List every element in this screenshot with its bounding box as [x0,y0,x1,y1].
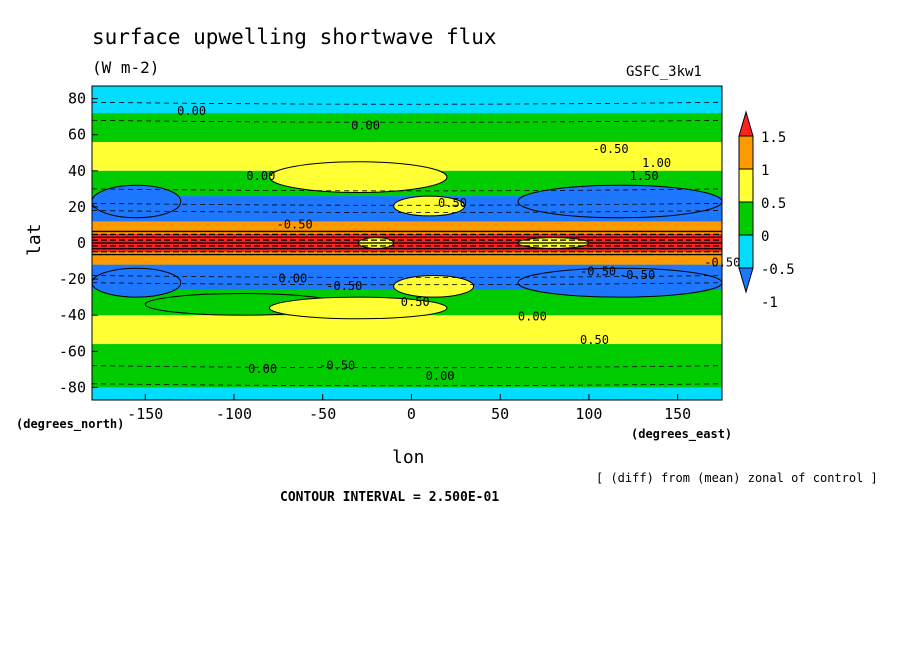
y-tick-label: 80 [68,90,86,108]
diff-note: [ (diff) from (mean) zonal of control ] [596,471,878,485]
contour-label: -0.50 [580,264,616,278]
colorbar-label: 1 [761,163,769,179]
x-tick-label: 100 [575,405,602,423]
contour-interval: CONTOUR INTERVAL = 2.500E-01 [280,490,499,505]
heatmap-patch-2 [393,274,475,298]
axis-ticks: -150 -100 -50 0 50 100 150 -80 -60 -40 -20 0 20 40 60 8… [59,90,691,423]
chart-title: surface upwelling shortwave flux [92,25,497,49]
y-tick-label: 0 [77,234,86,252]
colorbar-arrow-top [738,110,754,137]
contour-label: 0.00 [351,118,380,132]
contour-label: 0.50 [401,295,430,309]
x-tick-label: 150 [664,405,691,423]
heatmap-band-12 [92,86,722,114]
contour-label: 0.50 [438,196,467,210]
colorbar-box [738,168,754,203]
contour-dashed-line [91,101,723,105]
x-tick-label: 0 [407,405,416,423]
x-tick-label: 50 [491,405,509,423]
negative-contours [91,101,723,387]
x-tick-label: -50 [309,405,336,423]
contour-label: 0.00 [278,272,307,286]
model-label: GSFC_3kw1 [626,64,702,80]
contour-dashed-line [91,275,723,278]
contour-dashed-line [91,282,723,286]
heatmap-band-11 [92,113,722,142]
y-axis-label: lat [24,223,45,256]
contour-dashed-line [91,202,723,206]
contour-labels: 0.000.000.00-0.501.001.500.50-0.50-0.500… [177,104,740,383]
equatorial-contours [92,230,722,256]
plot-area: 0.000.000.00-0.501.001.500.50-0.50-0.500… [59,85,740,423]
colorbar-label: -0.5 [761,262,795,278]
contour-dashed-line [91,188,723,192]
colorbar-box [738,135,754,170]
colorbar-label: 0.5 [761,196,786,212]
contour-label: -0.50 [592,142,628,156]
x-tick-label: -150 [127,405,163,423]
y-tick-label: 60 [68,126,86,144]
y-units-label: (degrees_north) [16,417,124,432]
contour-dashed-line [91,210,723,213]
heatmap-patch-8 [91,184,182,219]
chart-units: (W m-2) [92,58,159,77]
colorbar: 1.5 1 0.5 0 -0.5 -1 [738,110,795,311]
contour-label: 0.00 [518,310,547,324]
y-tick-label: -40 [59,306,86,324]
contour-label: -0.50 [277,218,313,232]
contour-label: -0.50 [319,358,355,372]
contour-label: 0.00 [246,169,275,183]
contour-label: -0.50 [326,279,362,293]
heatmap-band-2 [92,315,722,345]
contour-label: 1.00 [642,156,671,170]
colorbar-label: -1 [761,295,778,311]
colorbar-box [738,201,754,236]
y-tick-label: -80 [59,378,86,396]
x-tick-label: -100 [216,405,252,423]
contour-label: 0.00 [177,104,206,118]
colorbar-box [738,234,754,269]
y-tick-label: -60 [59,342,86,360]
heatmap-band-1 [92,344,722,388]
contour-dashed-line [91,119,723,123]
contour-label: -0.50 [619,268,655,282]
heatmap-patch-4 [393,195,466,217]
contour-label: 1.50 [630,169,659,183]
heatmap-patch-1 [268,296,448,320]
x-axis-label: lon [392,447,425,468]
heatmap-patch-6 [517,184,723,219]
colorbar-label: 1.5 [761,130,786,146]
y-tick-label: -20 [59,270,86,288]
y-tick-label: 40 [68,162,86,180]
colorbar-arrow-bottom [738,267,754,294]
contour-label: 0.00 [248,362,277,376]
heatmap-patch-3 [268,161,448,193]
x-units-label: (degrees_east) [631,427,732,442]
contour-dashed-line [91,365,723,369]
contour-label: 0.50 [580,333,609,347]
contour-label: 0.00 [426,369,455,383]
colorbar-label: 0 [761,229,769,245]
y-tick-label: 20 [68,198,86,216]
heatmap-band-0 [92,387,722,400]
contour-dashed-line [91,383,723,387]
